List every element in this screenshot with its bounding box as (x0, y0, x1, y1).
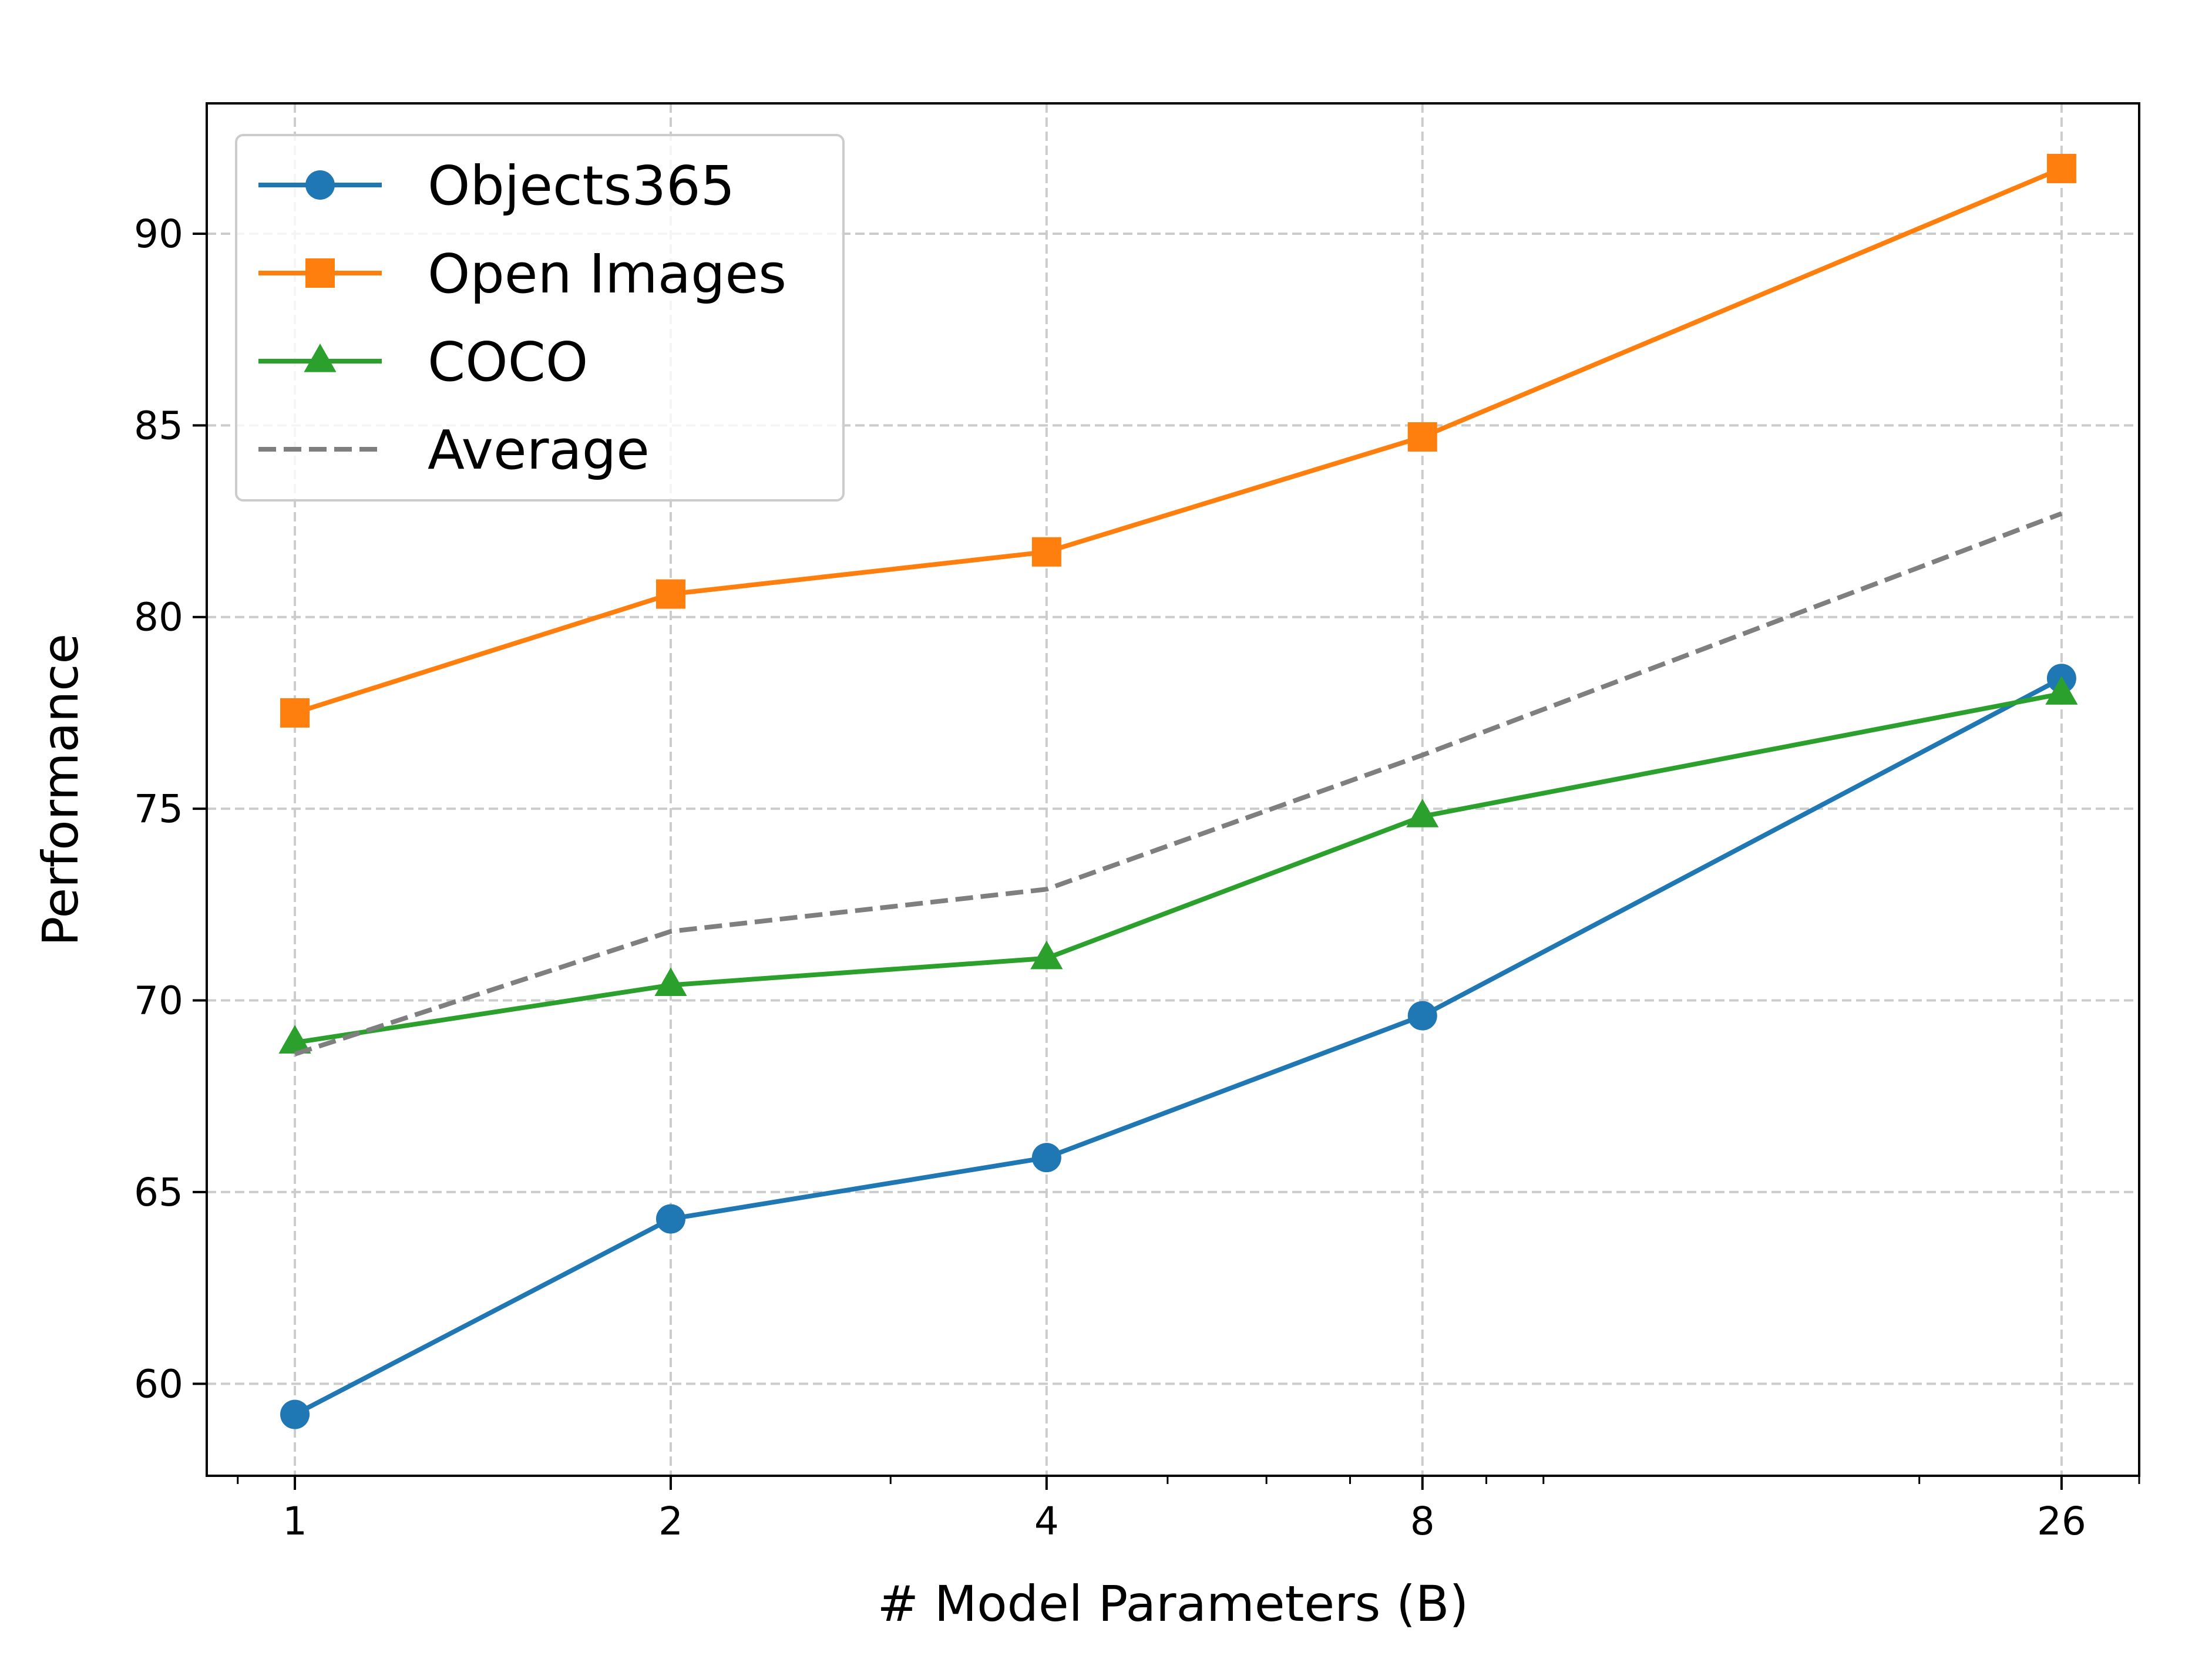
x-tick-label: 1 (283, 1499, 307, 1544)
legend: Objects365 Open Images COCO Average (235, 134, 845, 502)
x-tick-label: 2 (658, 1499, 683, 1544)
data-point-coco (1030, 940, 1063, 970)
data-point-objects365 (1031, 1143, 1061, 1173)
data-point-open-images (1031, 537, 1061, 567)
x-axis-ticks: 1 2 4 8 26 (283, 1476, 2086, 1544)
y-tick-label: 80 (134, 595, 183, 640)
data-point-objects365 (1407, 1001, 1437, 1031)
y-tick-label: 90 (134, 211, 183, 257)
legend-marker-open-images (305, 258, 335, 288)
series-line-average (294, 511, 2063, 1056)
plot-frame (206, 102, 2140, 1477)
series-open-images (280, 153, 2076, 728)
legend-item-coco: COCO (258, 331, 588, 393)
legend-marker-objects365 (305, 170, 335, 200)
y-tick-label: 60 (134, 1361, 183, 1406)
series-average (294, 511, 2063, 1056)
legend-label-open-images: Open Images (428, 243, 786, 305)
data-point-coco (654, 967, 687, 997)
legend-label-coco: COCO (428, 331, 588, 393)
legend-marker-coco (304, 344, 337, 372)
data-point-coco (278, 1025, 311, 1054)
legend-item-average: Average (258, 419, 650, 482)
data-point-open-images (280, 698, 310, 728)
y-tick-label: 85 (134, 403, 183, 448)
data-point-objects365 (280, 1399, 310, 1429)
y-tick-label: 65 (134, 1170, 183, 1215)
legend-label-average: Average (428, 419, 650, 482)
data-series (278, 153, 2078, 1429)
data-point-objects365 (655, 1204, 685, 1234)
legend-box (235, 134, 845, 502)
y-tick-label: 70 (134, 978, 183, 1024)
minor-tick-marks (237, 1476, 2140, 1484)
series-coco (278, 676, 2078, 1054)
legend-label-objects365: Objects365 (428, 154, 735, 217)
x-tick-label: 26 (2037, 1499, 2086, 1544)
y-axis-label: Performance (32, 634, 89, 946)
y-axis-ticks: 60 65 70 75 80 85 90 (134, 211, 207, 1406)
x-tick-label: 8 (1410, 1499, 1435, 1544)
data-point-open-images (655, 579, 685, 609)
x-tick-label: 4 (1034, 1499, 1059, 1544)
legend-item-objects365: Objects365 (258, 154, 735, 217)
series-objects365 (280, 664, 2076, 1429)
data-point-coco (2045, 676, 2078, 705)
data-point-coco (1406, 799, 1439, 827)
legend-item-open-images: Open Images (258, 243, 786, 305)
y-tick-label: 75 (134, 786, 183, 832)
x-axis-label: # Model Parameters (B) (878, 1575, 1469, 1633)
data-point-open-images (1407, 422, 1437, 452)
data-point-open-images (2046, 153, 2076, 183)
